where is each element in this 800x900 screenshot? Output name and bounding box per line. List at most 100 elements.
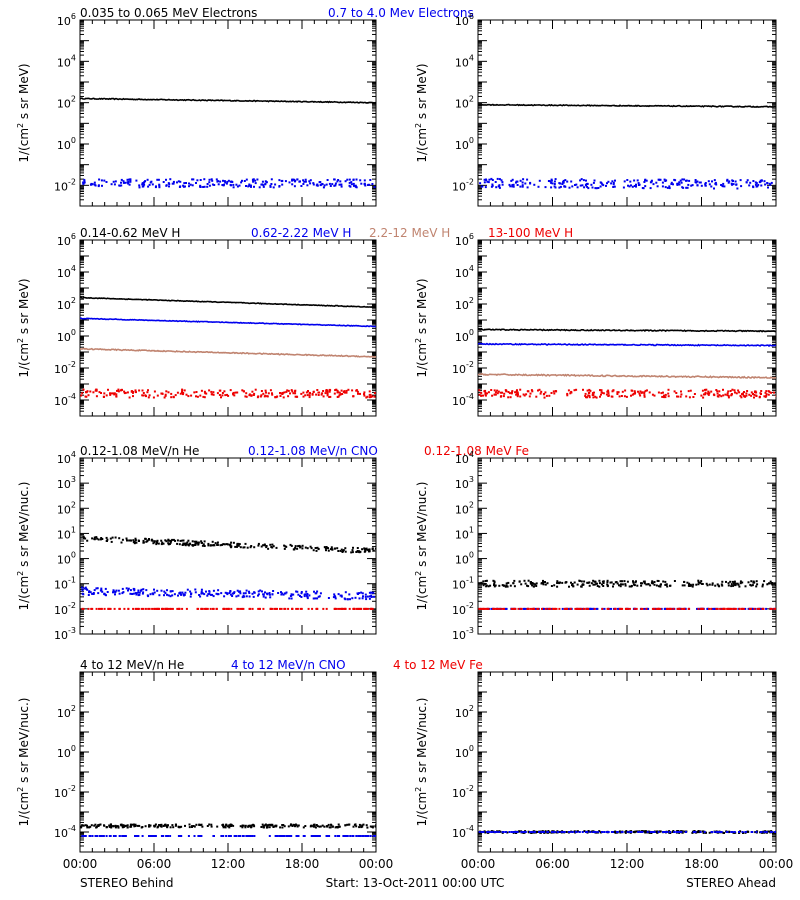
series-3-red-point [260,394,263,397]
series-2-red-point [676,607,679,610]
series-0-black-point [224,826,227,829]
series-0-black-point [142,539,145,542]
series-1-blue-point [226,592,228,595]
series-1-blue-point [759,179,762,182]
data-series-group [478,328,776,399]
series-1-blue-point [118,592,121,595]
series-0-black-point [155,543,158,546]
footer-start-time: Start: 13-Oct-2011 00:00 UTC [326,876,505,890]
series-1-blue-point [707,180,710,183]
series-3-red-point [324,392,327,395]
series-3-red-point [587,392,590,395]
series-3-red-point [722,394,725,397]
series-3-red-point [232,391,235,394]
series-0-black-point [178,543,181,546]
series-0-black-point [261,823,264,826]
series-0-black-point [242,546,245,549]
series-1-blue-point [141,183,144,186]
series-1-blue-point [121,592,124,595]
series-1-blue-point [291,183,294,186]
series-1-blue-point [83,587,86,590]
series-0-black-point [733,581,736,584]
y-axis-label: 1/(cm2 s sr MeV) [414,278,429,377]
series-2-red-point [480,607,483,610]
series-3-red-point [290,389,293,392]
series-1-blue-point [537,185,540,188]
series-1-blue-point [248,184,251,187]
series-1-blue-point [168,185,170,188]
series-0-black-point [176,539,179,542]
series-3-red-point [306,394,309,397]
series-0-black-point [151,539,154,542]
series-3-red-point [325,389,328,391]
series-0-black-point [294,545,297,548]
series-1-blue-point [132,592,135,595]
series-3-red-point [147,396,150,399]
series-3-red-point [748,393,751,396]
series-2-red-point [236,607,239,610]
series-0-black-point [624,584,627,587]
series-2-red-point [748,607,751,610]
series-0-black-point [323,825,326,828]
series-1-blue-point [357,835,360,837]
series-3-red-point [100,392,102,394]
series-1-blue-point [754,183,757,186]
series-1-blue-point [271,593,274,596]
series-1-blue-point [746,179,749,182]
series-1-blue-point [350,183,353,186]
series-3-red-point [739,394,742,397]
series-0-black-point [166,824,169,827]
series-0-black-point [172,826,175,829]
series-0-black-point [164,539,167,542]
series-1-blue-point [685,186,688,189]
series-3-red-point [487,391,490,394]
series-0-black-point [262,826,265,829]
series-3-red-point [499,391,502,394]
y-axis-label: 1/(cm2 s sr MeV/nuc.) [414,698,429,827]
series-1-blue-point [668,831,671,833]
series-1-blue-point [358,592,361,595]
series-1-blue-point [579,184,582,187]
series-1-blue-point [757,183,760,186]
series-0-black-point [737,583,740,586]
series-1-blue-point [580,178,583,181]
series-0-black-point [99,538,102,541]
series-0-black-point [355,825,358,828]
series-0-black-point [633,830,636,833]
series-2-red-point [90,607,93,610]
series-2-red-point [672,607,675,610]
series-3-red-point [484,391,487,394]
series-1-blue-point [551,831,553,833]
series-1-blue-point [222,835,225,837]
series-3-red-point [123,390,126,393]
series-0-black-point [260,545,263,548]
series-0-black-point [718,585,721,588]
series-1-blue-point [755,831,758,833]
series-1-blue-point [369,835,372,837]
series-3-red-point [567,389,570,392]
series-1-blue-point [141,835,144,837]
series-3-red-point [112,392,115,395]
series-1-blue-point [319,181,322,184]
series-0-black-point [325,549,327,552]
series-1-blue-point [208,590,211,593]
series-3-red-point [352,395,355,398]
series-0-black-point [341,551,344,553]
series-0-black-point [499,830,502,833]
series-1-blue-point [696,607,698,610]
series-1-blue-point [686,186,689,189]
series-0-black-point [541,582,544,584]
series-1-blue-point [607,831,610,833]
series-3-red-point [631,393,634,396]
series-1-blue-point [205,590,207,593]
series-0-black-point [700,580,703,583]
series-1-blue-point [361,597,364,600]
series-1-blue-point [498,184,501,187]
series-3-red-point [616,393,619,395]
series-0-black-point [160,823,163,826]
series-0-black-point [281,826,284,829]
series-1-blue-point [332,596,335,599]
series-3-red-point [193,391,196,394]
series-2-red-point [758,607,761,610]
